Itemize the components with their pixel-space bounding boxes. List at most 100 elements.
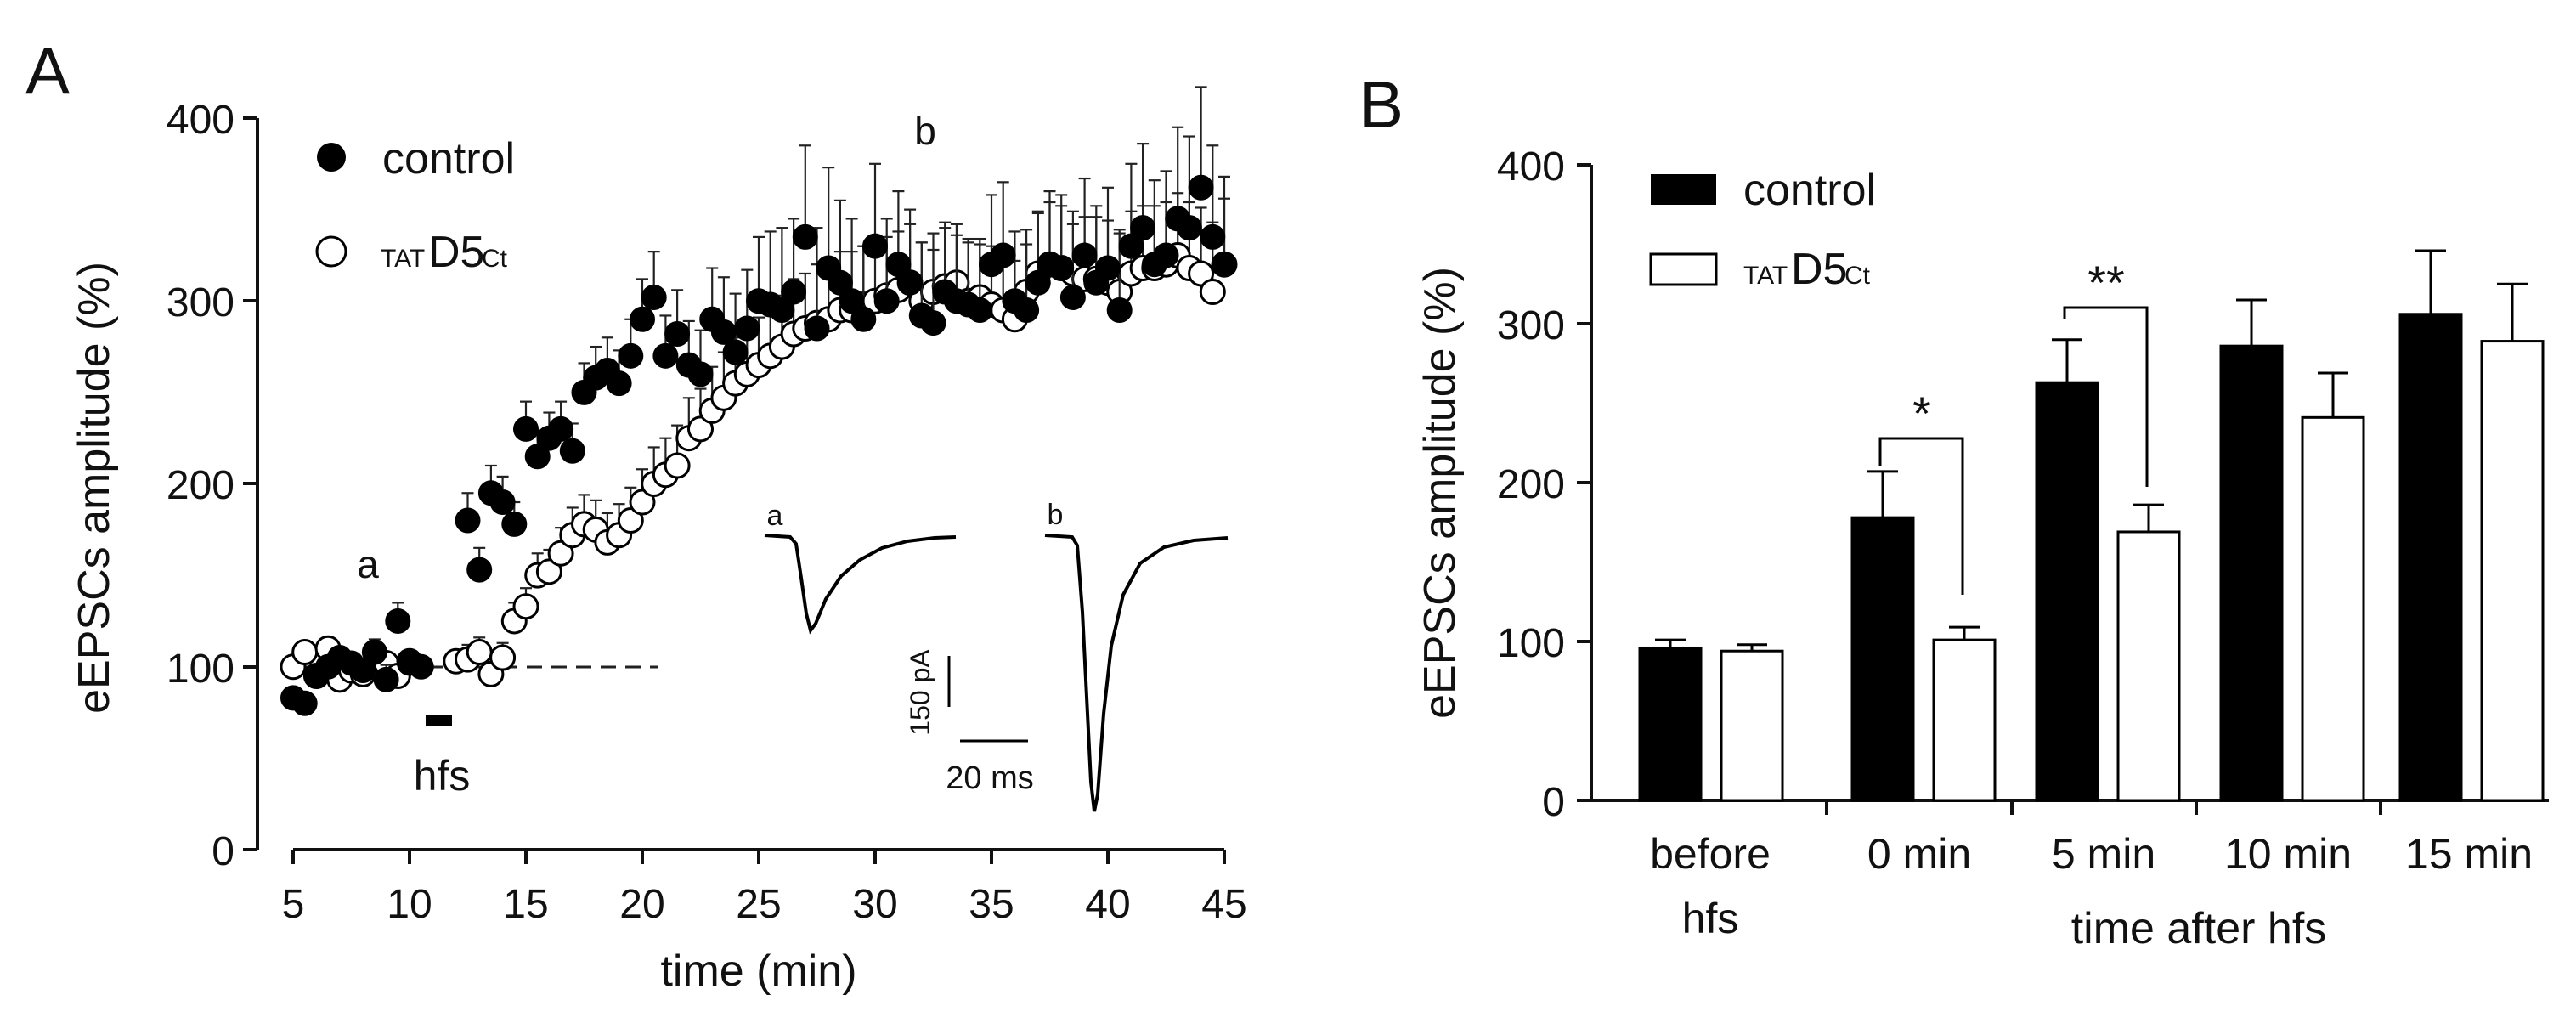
point-control: [839, 288, 865, 314]
point-treatment: [687, 415, 714, 443]
legend-treatment-marker: [315, 235, 347, 268]
point-control: [827, 269, 853, 296]
panel-a-x-axis: 5 10 15 20 25 30 35 40 45: [282, 848, 1247, 927]
bar-treatment: [1720, 649, 1784, 802]
panel-a: A eEPSCs amplitude (%) 400 300 200 100 0: [25, 33, 1247, 996]
point-treatment: [535, 558, 562, 585]
point-control: [618, 342, 644, 369]
legend-treatment-prefix: TAT: [381, 245, 425, 273]
point-control: [967, 297, 993, 324]
panel-b-legend: control TAT D5 Ct: [1649, 166, 1876, 294]
point-treatment: [489, 644, 517, 671]
point-control: [1118, 233, 1144, 259]
point-control: [548, 415, 574, 442]
legend-b-treatment-main: D5: [1791, 245, 1847, 294]
point-control: [1059, 284, 1086, 310]
point-control: [850, 306, 877, 332]
point-control: [524, 444, 551, 470]
point-control: [373, 666, 399, 692]
bar-control: [2219, 344, 2284, 802]
panel-b: B eEPSCs amplitude (%) 400 300 200 100 0…: [1359, 67, 2549, 953]
point-treatment: [617, 507, 644, 534]
panel-b-x-axis: before hfs 0 min 5 min 10 min 15 min tim…: [1591, 799, 2549, 953]
bar-treatment: [2301, 415, 2365, 802]
point-treatment: [512, 593, 539, 620]
point-control: [687, 361, 714, 387]
point-control: [513, 415, 539, 442]
panel-a-xtick-35: 35: [969, 882, 1014, 927]
sig-star-5min: **: [2087, 256, 2125, 309]
panel-a-xtick-25: 25: [736, 882, 781, 927]
panel-a-xtick-15: 15: [503, 882, 548, 927]
point-control: [361, 639, 387, 665]
point-treatment: [466, 639, 493, 666]
bracket-0min: [1878, 437, 1964, 595]
cat-before-line1: before: [1650, 830, 1771, 878]
point-control: [1176, 215, 1202, 241]
point-control: [559, 438, 585, 464]
point-control: [769, 297, 795, 324]
panel-a-xtick-10: 10: [387, 882, 432, 927]
point-control: [781, 279, 807, 305]
point-treatment: [629, 489, 656, 516]
cat-10min: 10 min: [2224, 830, 2352, 878]
sig-star-0min: *: [1912, 387, 1931, 440]
scale-bar-vertical-label: 150 pA: [905, 649, 935, 736]
point-control: [664, 320, 691, 347]
panel-a-ytick-0: 0: [212, 829, 234, 874]
panel-a-ytick-100: 100: [167, 647, 234, 692]
point-treatment: [1199, 278, 1226, 305]
bar-treatment: [2480, 340, 2545, 802]
panel-a-xtick-45: 45: [1201, 882, 1246, 927]
point-control: [489, 489, 516, 516]
timepoint-a-label: a: [357, 542, 379, 586]
legend-b-control-label: control: [1743, 166, 1876, 215]
point-control: [885, 252, 912, 278]
point-control: [804, 315, 830, 342]
cat-before-line2: hfs: [1682, 895, 1739, 942]
bracket-5min: [2063, 306, 2149, 487]
point-control: [734, 315, 760, 342]
bar-control: [2398, 313, 2463, 802]
trace-a: [764, 534, 957, 635]
point-control: [920, 310, 946, 336]
inset-b-label: b: [1048, 499, 1064, 531]
panel-a-ytick-300: 300: [167, 280, 234, 325]
point-control: [350, 658, 376, 684]
panel-a-label: A: [25, 33, 70, 108]
panel-b-y-axis: 400 300 200 100 0: [1497, 144, 1593, 825]
inset-a-label: a: [767, 500, 783, 532]
panel-b-ytick-0: 0: [1542, 780, 1565, 825]
significance-5min: **: [2063, 256, 2149, 487]
bar-treatment: [1932, 638, 1997, 802]
inset-traces: a b 150 pA 20 ms: [764, 499, 1229, 812]
point-control: [455, 507, 481, 534]
panel-a-legend: control TAT D5 Ct: [315, 134, 515, 277]
significance-0min: *: [1878, 387, 1964, 595]
panel-b-y-axis-label: eEPSCs amplitude (%): [1415, 267, 1465, 719]
point-control: [1130, 215, 1156, 241]
point-treatment: [664, 452, 691, 479]
legend-control-label: control: [382, 134, 515, 184]
panel-a-y-axis-label: eEPSCs amplitude (%): [70, 262, 119, 714]
point-control: [501, 511, 528, 537]
point-control: [466, 557, 493, 583]
point-control: [606, 370, 632, 397]
legend-b-control-swatch: [1651, 174, 1716, 205]
point-treatment: [547, 540, 574, 567]
point-control: [385, 608, 411, 634]
legend-treatment-main: D5: [428, 228, 484, 277]
legend-treatment-suffix: Ct: [482, 245, 508, 273]
panel-b-ytick-300: 300: [1497, 303, 1565, 348]
panel-a-xtick-20: 20: [619, 882, 664, 927]
panel-b-label: B: [1359, 67, 1404, 142]
cat-5min: 5 min: [2052, 830, 2155, 878]
point-control: [408, 653, 434, 680]
point-control: [291, 690, 318, 716]
panel-a-xtick-30: 30: [852, 882, 897, 927]
panel-b-ytick-200: 200: [1497, 462, 1565, 507]
bar-treatment: [2116, 530, 2181, 802]
trace-b: [1044, 534, 1229, 812]
panel-b-ytick-100: 100: [1497, 621, 1565, 666]
point-control: [1200, 223, 1226, 250]
